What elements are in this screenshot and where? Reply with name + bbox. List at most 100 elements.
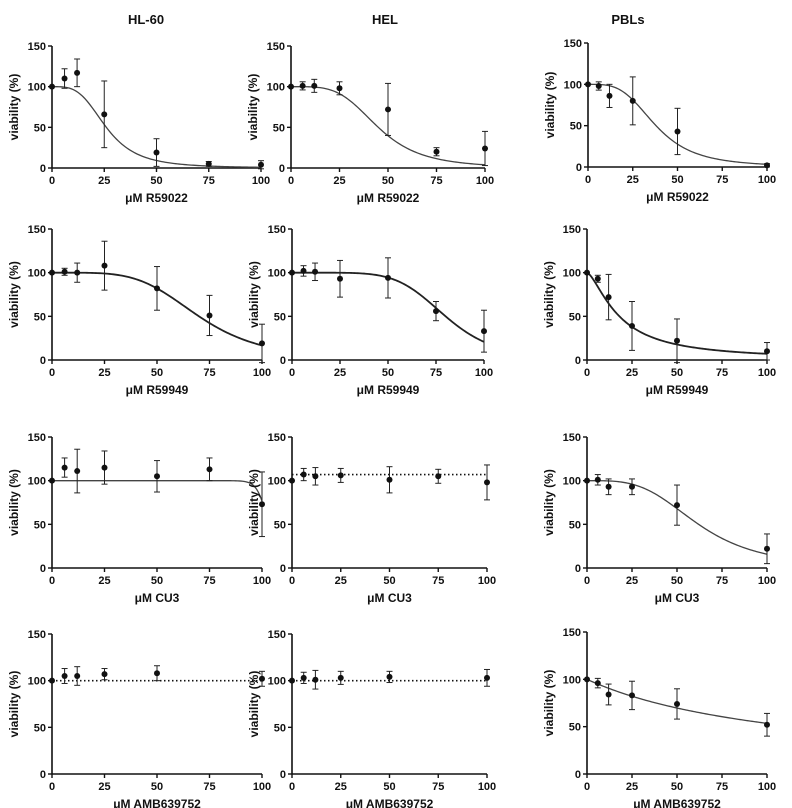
y-tick-label: 150 — [267, 41, 285, 53]
panel-11: 0 50 100 150 0 25 50 75 100 μM AMB639752 viability… — [247, 629, 496, 808]
x-tick-label: 100 — [478, 575, 496, 587]
x-axis-title: μM CU3 — [367, 591, 412, 605]
x-tick-label: 25 — [335, 781, 347, 793]
y-tick-label: 50 — [274, 722, 286, 734]
x-tick-label: 75 — [716, 781, 728, 793]
data-point — [288, 83, 294, 90]
x-tick-label: 0 — [585, 174, 591, 186]
x-axis-title: μM CU3 — [655, 591, 700, 605]
y-tick-label: 100 — [268, 476, 286, 488]
y-tick-label: 0 — [40, 355, 46, 367]
x-tick-label: 100 — [478, 781, 496, 793]
y-tick-label: 100 — [564, 79, 582, 91]
x-tick-label: 100 — [475, 367, 493, 379]
x-axis-title: μM R59022 — [125, 191, 188, 205]
y-axis-title: viability (%) — [247, 261, 261, 328]
x-axis-title: μM R59949 — [357, 383, 420, 397]
data-point — [764, 348, 770, 355]
data-point — [605, 691, 612, 698]
y-tick-label: 0 — [575, 769, 581, 781]
x-tick-label: 75 — [716, 367, 728, 379]
data-point — [482, 145, 488, 152]
data-point — [154, 473, 160, 480]
y-axis-title: viability (%) — [7, 261, 21, 328]
x-axis-title: μM R59949 — [646, 383, 709, 397]
x-tick-label: 50 — [151, 575, 163, 587]
data-point — [605, 483, 612, 490]
data-point — [605, 294, 612, 301]
y-tick-label: 0 — [40, 769, 46, 781]
y-tick-label: 150 — [268, 432, 286, 444]
data-point — [484, 479, 490, 486]
panel-12: 0 50 100 150 0 25 50 75 100 μM AMB639752 viability… — [542, 627, 776, 808]
data-point — [594, 680, 601, 687]
y-tick-label: 150 — [28, 432, 46, 444]
x-tick-label: 75 — [203, 575, 215, 587]
data-point — [153, 149, 160, 156]
data-point — [385, 274, 391, 281]
data-point — [289, 477, 295, 484]
y-tick-label: 150 — [28, 629, 46, 641]
x-tick-label: 0 — [289, 575, 295, 587]
data-point — [584, 676, 590, 683]
panel-1: 0 50 100 150 0 25 50 75 100 μM R59022 viability (%… — [7, 41, 270, 205]
x-tick-label: 100 — [253, 575, 271, 587]
x-tick-label: 100 — [758, 174, 776, 186]
data-point — [484, 674, 490, 681]
x-tick-label: 75 — [430, 175, 442, 187]
y-axis-title: viability (%) — [246, 74, 260, 141]
x-tick-label: 25 — [626, 367, 638, 379]
y-tick-label: 100 — [563, 268, 581, 280]
y-tick-label: 50 — [570, 121, 582, 133]
y-axis-title: viability (%) — [7, 469, 21, 536]
x-tick-label: 50 — [671, 781, 683, 793]
data-point — [101, 262, 108, 269]
data-point — [674, 700, 680, 707]
x-tick-label: 100 — [758, 575, 776, 587]
data-point — [259, 340, 265, 347]
data-point — [594, 476, 601, 483]
data-point — [312, 268, 319, 275]
column-title-hel: HEL — [372, 12, 398, 27]
y-tick-label: 0 — [280, 769, 286, 781]
data-point — [300, 267, 307, 274]
x-tick-label: 100 — [758, 367, 776, 379]
y-tick-label: 0 — [279, 163, 285, 175]
data-point — [101, 671, 108, 678]
data-point — [629, 483, 635, 490]
data-point — [674, 128, 681, 135]
y-tick-label: 50 — [34, 519, 46, 531]
y-tick-label: 0 — [280, 563, 286, 575]
x-axis-title: μM AMB639752 — [346, 797, 434, 808]
x-tick-label: 0 — [289, 367, 295, 379]
data-point — [764, 545, 770, 552]
data-point — [386, 476, 393, 483]
data-point — [259, 675, 265, 682]
data-point — [49, 477, 55, 484]
y-tick-label: 50 — [274, 519, 286, 531]
x-tick-label: 100 — [253, 781, 271, 793]
x-axis-title: μM AMB639752 — [113, 797, 201, 808]
data-point — [674, 337, 680, 344]
data-point — [74, 69, 81, 76]
y-tick-label: 0 — [575, 563, 581, 575]
data-point — [49, 269, 55, 276]
y-axis-title: viability (%) — [247, 671, 261, 738]
y-tick-label: 100 — [267, 82, 285, 94]
data-point — [74, 468, 81, 475]
data-point — [61, 268, 68, 275]
x-tick-label: 0 — [49, 781, 55, 793]
y-tick-label: 0 — [40, 563, 46, 575]
x-tick-label: 0 — [288, 175, 294, 187]
data-point — [289, 269, 295, 276]
data-point — [299, 82, 306, 89]
x-tick-label: 0 — [584, 575, 590, 587]
x-tick-label: 100 — [758, 781, 776, 793]
data-point — [311, 82, 318, 89]
data-point — [74, 673, 81, 679]
panel-6: 0 50 100 150 0 25 50 75 100 μM R59949 viability (%… — [542, 224, 776, 397]
y-tick-label: 150 — [28, 41, 46, 53]
data-point — [312, 676, 319, 683]
x-tick-label: 50 — [382, 175, 394, 187]
